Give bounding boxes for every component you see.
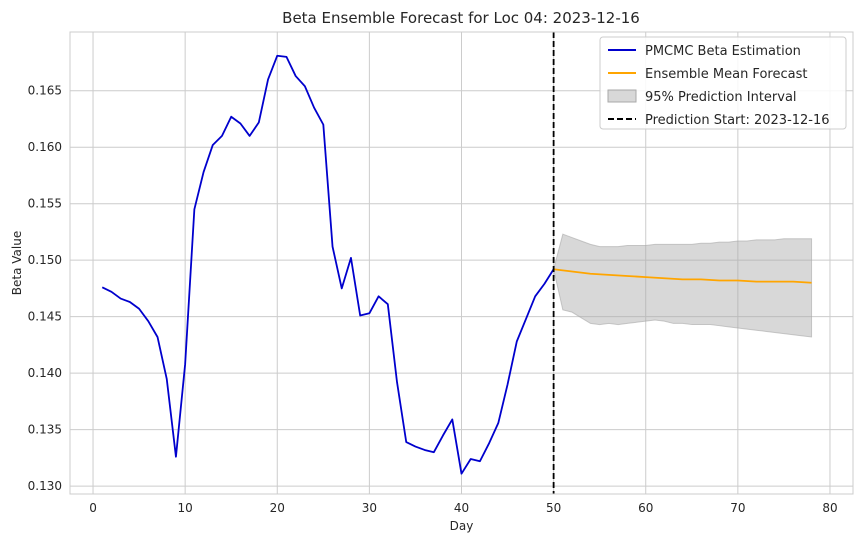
x-axis-label: Day: [450, 519, 474, 533]
x-tick-label: 70: [730, 501, 745, 515]
chart-title: Beta Ensemble Forecast for Loc 04: 2023-…: [282, 9, 640, 27]
estimation-line: [101, 54, 555, 475]
legend-box: [599, 36, 847, 130]
y-tick-label: 0.155: [28, 197, 62, 211]
legend-label-interval: 95% Prediction Interval: [645, 90, 797, 105]
plot-frame: [69, 31, 854, 495]
legend-swatch-interval: [607, 89, 637, 103]
legend-label-forecast: Ensemble Mean Forecast: [645, 67, 807, 82]
x-tick-label: 60: [638, 501, 653, 515]
tick-labels: 0 10 20 30 40 50 60 70 80 0.130 0.135 0.140 0.145 0.1…: [28, 84, 838, 515]
legend: PMCMC Beta Estimation Ensemble Mean Fore…: [599, 36, 847, 130]
x-tick-label: 50: [546, 501, 561, 515]
legend-label-estimation: PMCMC Beta Estimation: [645, 44, 801, 59]
y-tick-label: 0.165: [28, 84, 62, 98]
x-tick-label: 10: [178, 501, 193, 515]
y-tick-label: 0.150: [28, 253, 62, 267]
y-axis-label: Beta Value: [10, 231, 24, 295]
y-tick-label: 0.130: [28, 479, 62, 493]
y-tick-label: 0.140: [28, 366, 62, 380]
series-lines-layer: [101, 32, 812, 494]
legend-label-prediction-start: Prediction Start: 2023-12-16: [645, 113, 830, 128]
y-tick-label: 0.135: [28, 423, 62, 437]
prediction-interval-layer: [553, 233, 813, 338]
forecast-mean-line: [553, 268, 812, 284]
x-tick-label: 80: [822, 501, 837, 515]
x-tick-label: 30: [362, 501, 377, 515]
x-tick-label: 40: [454, 501, 469, 515]
prediction-interval-band: [553, 233, 813, 338]
x-tick-label: 0: [89, 501, 97, 515]
y-tick-label: 0.145: [28, 310, 62, 324]
y-tick-label: 0.160: [28, 140, 62, 154]
x-tick-label: 20: [270, 501, 285, 515]
